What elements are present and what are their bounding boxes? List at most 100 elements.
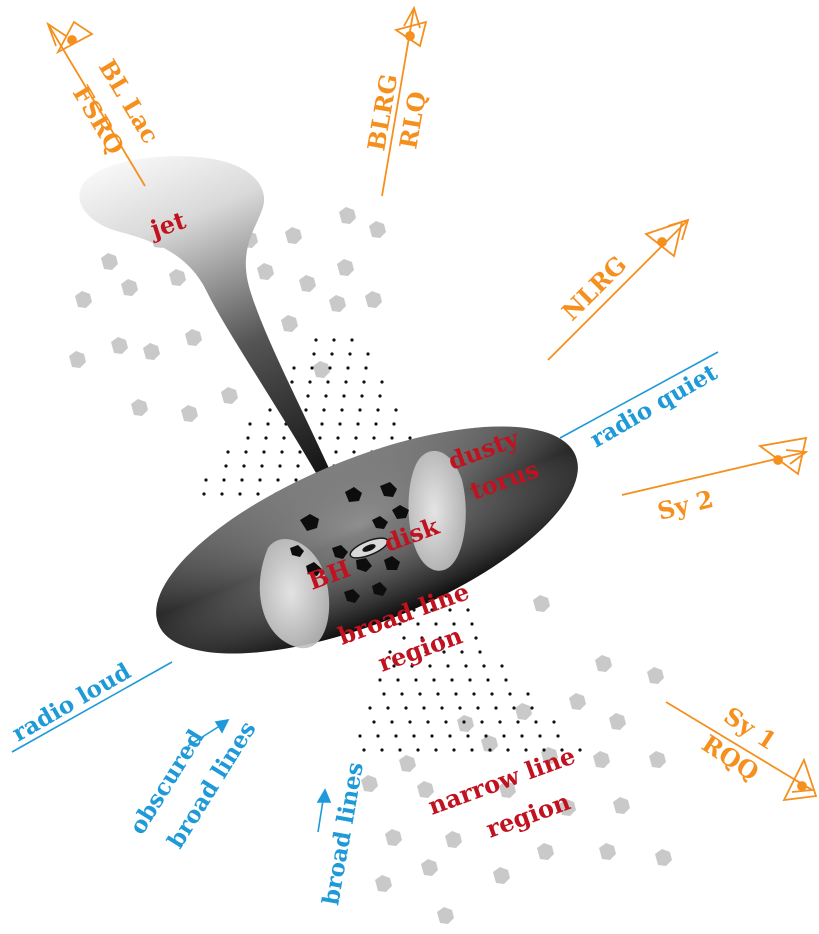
- cloud: [185, 329, 202, 346]
- dot: [282, 436, 286, 440]
- dot: [538, 734, 542, 738]
- dot: [404, 706, 408, 710]
- cloud: [593, 751, 610, 768]
- dot: [486, 678, 490, 682]
- dot: [350, 338, 354, 342]
- cloud: [445, 831, 462, 848]
- dot: [248, 422, 252, 426]
- cloud: [595, 655, 612, 672]
- dot: [394, 408, 398, 412]
- dot: [448, 608, 452, 612]
- cloud: [613, 797, 630, 814]
- cloud: [655, 849, 672, 866]
- dot: [330, 352, 334, 356]
- dot: [422, 706, 426, 710]
- dot: [304, 408, 308, 412]
- cloud: [339, 207, 356, 224]
- dot: [438, 636, 442, 640]
- dot: [362, 380, 366, 384]
- cloud: [285, 227, 302, 244]
- dot: [264, 436, 268, 440]
- dot: [426, 720, 430, 724]
- dot: [394, 734, 398, 738]
- dot: [416, 748, 420, 752]
- cloud: [313, 361, 330, 378]
- dot: [328, 366, 332, 370]
- dot: [412, 734, 416, 738]
- radio-loud-label: radio loud: [8, 658, 136, 747]
- dot: [308, 380, 312, 384]
- dot: [294, 478, 298, 482]
- dot: [390, 720, 394, 724]
- radio-quiet-axis: [559, 351, 719, 439]
- cloud: [541, 747, 558, 764]
- dot: [408, 436, 412, 440]
- dot: [406, 650, 410, 654]
- dot: [390, 436, 394, 440]
- dot: [450, 678, 454, 682]
- dot: [204, 478, 208, 482]
- dot: [410, 664, 414, 668]
- cloud: [337, 259, 354, 276]
- cloud: [169, 269, 186, 286]
- cloud: [143, 343, 160, 360]
- dot: [356, 422, 360, 426]
- dot: [398, 748, 402, 752]
- dot: [372, 436, 376, 440]
- dot: [380, 748, 384, 752]
- arrow-icon: [187, 718, 230, 747]
- dot: [488, 748, 492, 752]
- cloud: [649, 751, 666, 768]
- dot: [222, 478, 226, 482]
- dot: [310, 366, 314, 370]
- dot: [504, 678, 508, 682]
- dot: [472, 692, 476, 696]
- dot: [520, 734, 524, 738]
- dot: [358, 734, 362, 738]
- dot: [334, 450, 338, 454]
- cloud: [299, 275, 316, 292]
- dot: [408, 720, 412, 724]
- dot: [224, 464, 228, 468]
- jet-plume: [79, 156, 362, 548]
- cloud: [281, 315, 298, 332]
- cloud: [361, 775, 378, 792]
- dot: [470, 622, 474, 626]
- cloud: [647, 667, 664, 684]
- dot: [502, 734, 506, 738]
- dot: [432, 678, 436, 682]
- cloud: [515, 703, 532, 720]
- dot: [362, 748, 366, 752]
- dot: [226, 450, 230, 454]
- cloud: [101, 253, 118, 270]
- dot: [326, 380, 330, 384]
- dot: [478, 650, 482, 654]
- dot: [392, 664, 396, 668]
- dot: [454, 692, 458, 696]
- cloud: [385, 829, 402, 846]
- cloud: [499, 781, 516, 798]
- dot: [332, 338, 336, 342]
- cloud: [599, 843, 616, 860]
- radio-quiet-label: radio quiet: [586, 359, 723, 454]
- dusty-torus: [156, 426, 578, 654]
- dot: [474, 636, 478, 640]
- dot: [424, 650, 428, 654]
- dot: [202, 492, 206, 496]
- dot: [442, 650, 446, 654]
- dot: [372, 720, 376, 724]
- dot: [400, 692, 404, 696]
- cloud: [493, 867, 510, 884]
- dot: [500, 664, 504, 668]
- eye-icon: [757, 436, 808, 476]
- cloud: [329, 295, 346, 312]
- dot: [340, 408, 344, 412]
- cloud: [457, 715, 474, 732]
- dot: [402, 636, 406, 640]
- dot: [444, 720, 448, 724]
- dot: [512, 706, 516, 710]
- dot: [378, 394, 382, 398]
- dot: [508, 692, 512, 696]
- dot: [516, 720, 520, 724]
